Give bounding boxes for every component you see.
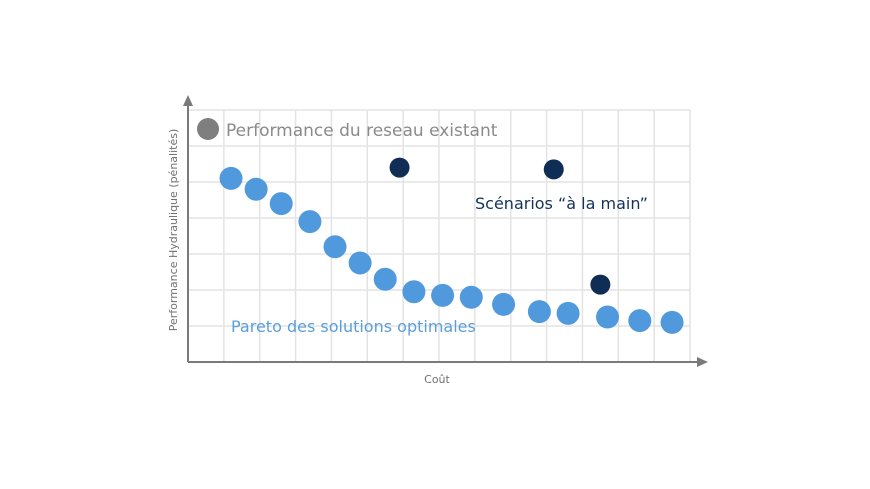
scenario-point-3 <box>590 274 611 295</box>
y-axis-label: Performance Hydraulique (pénalités) <box>167 129 180 332</box>
axes <box>183 95 708 367</box>
legend-existing-marker <box>197 118 219 140</box>
pareto-point-7 <box>373 267 397 291</box>
scenario-point-1 <box>389 157 410 178</box>
x-axis-label: Coût <box>424 373 450 386</box>
pareto-point-2 <box>244 177 268 201</box>
scenario-point-2 <box>543 159 564 180</box>
legend-existing-label: Performance du reseau existant <box>226 121 498 141</box>
y-axis-arrow-icon <box>183 95 193 106</box>
pareto-point-10 <box>459 285 483 309</box>
pareto-point-5 <box>323 235 347 259</box>
pareto-point-13 <box>556 301 580 325</box>
pareto-point-12 <box>527 300 551 324</box>
x-axis-arrow-icon <box>697 357 708 367</box>
pareto-point-6 <box>348 251 372 275</box>
scenarios-label: Scénarios “à la main” <box>475 194 648 213</box>
pareto-point-16 <box>660 310 684 334</box>
pareto-point-11 <box>492 292 516 316</box>
pareto-label: Pareto des solutions optimales <box>231 317 476 336</box>
pareto-point-15 <box>628 309 652 333</box>
pareto-point-8 <box>402 280 426 304</box>
pareto-point-14 <box>596 305 620 329</box>
pareto-point-9 <box>431 283 455 307</box>
pareto-point-3 <box>269 192 293 216</box>
pareto-point-4 <box>298 210 322 234</box>
pareto-point-1 <box>219 166 243 190</box>
data-points <box>219 157 684 334</box>
